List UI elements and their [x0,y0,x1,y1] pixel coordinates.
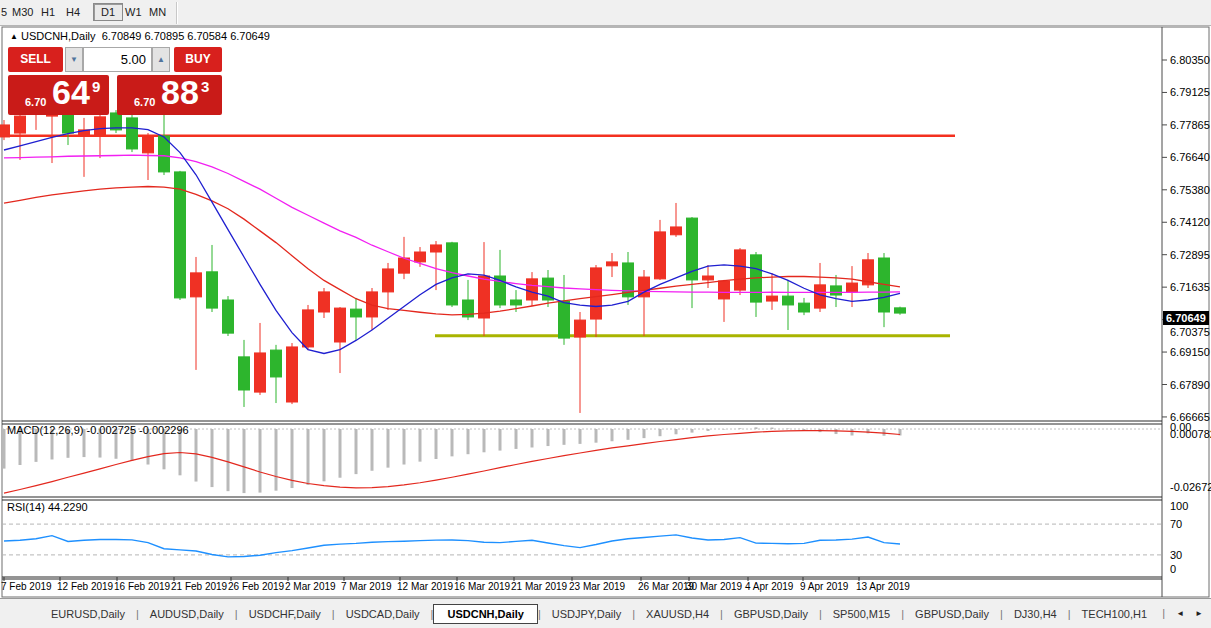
toolbar-separator [176,2,178,24]
svg-text:6.74120: 6.74120 [1170,216,1210,228]
svg-text:23 Mar 2019: 23 Mar 2019 [569,581,626,592]
sell-price-main: 64 [52,73,90,112]
svg-text:26 Feb 2019: 26 Feb 2019 [228,581,285,592]
svg-text:9 Apr 2019: 9 Apr 2019 [800,581,849,592]
buy-price-main: 88 [161,73,199,112]
svg-text:13 Apr 2019: 13 Apr 2019 [856,581,910,592]
svg-text:6.76640: 6.76640 [1170,151,1210,163]
tab-sp500-m15[interactable]: SP500,M15 [822,605,901,623]
tab-eurusd-daily[interactable]: EURUSD,Daily [40,605,136,623]
tab-tech100-h1[interactable]: TECH100,H1 [1071,605,1158,623]
svg-text:6.72895: 6.72895 [1170,249,1210,261]
svg-text:12 Mar 2019: 12 Mar 2019 [397,581,454,592]
timeframe-MN[interactable]: MN [149,6,166,18]
svg-text:6.69150: 6.69150 [1170,346,1210,358]
volume-up-button[interactable]: ▲ [152,47,170,72]
svg-text:6.67890: 6.67890 [1170,379,1210,391]
svg-text:30: 30 [1170,549,1182,561]
svg-text:MACD(12,26,9) -0.002725 -0.002: MACD(12,26,9) -0.002725 -0.002296 [7,424,189,436]
timeframe-H1[interactable]: H1 [41,6,55,18]
svg-text:6.77865: 6.77865 [1170,119,1210,131]
svg-text:6.80350: 6.80350 [1170,54,1210,66]
tab-gbpusd-daily[interactable]: GBPUSD,Daily [723,605,819,623]
timeframe-M30[interactable]: M30 [12,6,33,18]
svg-text:0.000782: 0.000782 [1170,428,1211,440]
svg-text:6.71635: 6.71635 [1170,281,1210,293]
timeframe-toolbar: 5 M30 H1 H4 D1W1 MN [0,0,1211,26]
timeframe-5[interactable]: 5 [1,6,7,18]
buy-price-pip: 3 [201,78,209,95]
tabs-scroll-right-button[interactable]: ► [1195,609,1203,618]
tab-usdcad-daily[interactable]: USDCAD,Daily [335,605,431,623]
svg-text:6.75380: 6.75380 [1170,184,1210,196]
chart-title-symbol: USDCNH,Daily [21,30,96,42]
svg-text:21 Mar 2019: 21 Mar 2019 [511,581,568,592]
buy-price-box[interactable]: 6.70 88 3 [117,75,222,115]
svg-text:6.79125: 6.79125 [1170,86,1210,98]
svg-text:4 Apr 2019: 4 Apr 2019 [745,581,794,592]
svg-text:-0.026721: -0.026721 [1170,481,1211,493]
tab-usdchf-daily[interactable]: USDCHF,Daily [238,605,332,623]
moving-averages [4,128,900,354]
sell-price-box[interactable]: 6.70 64 9 [8,75,109,115]
svg-text:30 Mar 2019: 30 Mar 2019 [686,581,743,592]
tabs-scroll-left-button[interactable]: ◄ [1176,609,1184,618]
macd-panel: MACD(12,26,9) -0.002725 -0.002296 [2,424,1162,493]
chart-title: ▲ USDCNH,Daily 6.70849 6.70895 6.70584 6… [10,30,270,42]
timeframe-D1[interactable]: D1 [93,3,123,21]
buy-button[interactable]: BUY [174,47,222,72]
tab-dj30-h4[interactable]: DJ30,H4 [1003,605,1068,623]
svg-text:21 Feb 2019: 21 Feb 2019 [171,581,228,592]
collapse-icon[interactable]: ▲ [10,32,18,41]
svg-text:2 Mar 2019: 2 Mar 2019 [285,581,336,592]
timeframe-W1[interactable]: W1 [125,6,142,18]
one-click-trade-panel: SELL ▼ 5.00 ▲ BUY 6.70 64 9 6.70 88 3 [8,46,222,116]
svg-text:0: 0 [1170,563,1176,575]
svg-text:6.70375: 6.70375 [1170,326,1210,338]
candles [0,107,906,413]
chart-tab-bar: EURUSD,Daily|AUDUSD,Daily|USDCHF,Daily|U… [0,598,1211,628]
svg-text:100: 100 [1170,500,1188,512]
tab-usdjpy-daily[interactable]: USDJPY,Daily [541,605,633,623]
tab-gbpusd-daily[interactable]: GBPUSD,Daily [904,605,1000,623]
svg-text:70: 70 [1170,518,1182,530]
volume-down-button[interactable]: ▼ [65,47,83,72]
svg-text:12 Feb 2019: 12 Feb 2019 [57,581,114,592]
svg-text:16 Feb 2019: 16 Feb 2019 [114,581,171,592]
svg-text:6.70649: 6.70649 [1166,312,1206,324]
svg-text:7 Mar 2019: 7 Mar 2019 [341,581,392,592]
svg-text:7 Feb 2019: 7 Feb 2019 [1,581,52,592]
chart-title-ohlc: 6.70849 6.70895 6.70584 6.70649 [102,30,270,42]
svg-text:16 Mar 2019: 16 Mar 2019 [454,581,511,592]
tab-usdcnh-daily[interactable]: USDCNH,Daily [433,604,537,624]
buy-price-prefix: 6.70 [134,96,155,108]
sell-price-prefix: 6.70 [25,96,46,108]
timeframe-H4[interactable]: H4 [66,6,80,18]
sell-button[interactable]: SELL [8,47,63,72]
volume-input[interactable]: 5.00 [83,47,152,72]
mt4-window: 5 M30 H1 H4 D1W1 MN MACD(12,26,9) -0.002725 -… [0,0,1211,628]
svg-text:RSI(14) 44.2290: RSI(14) 44.2290 [7,501,88,513]
sell-price-pip: 9 [92,78,100,95]
rsi-panel: RSI(14) 44.2290 [2,501,1162,557]
tab-audusd-daily[interactable]: AUDUSD,Daily [139,605,235,623]
tabs-separator: | [1162,607,1165,619]
tab-xauusd-h4[interactable]: XAUUSD,H4 [635,605,720,623]
